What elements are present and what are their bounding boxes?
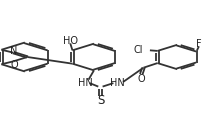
Text: F: F <box>196 38 202 48</box>
Text: S: S <box>97 93 104 106</box>
Text: HO: HO <box>63 36 78 46</box>
Text: O: O <box>137 73 145 83</box>
Text: N: N <box>10 45 17 55</box>
Text: Cl: Cl <box>134 45 143 55</box>
Text: HN: HN <box>78 77 93 87</box>
Text: O: O <box>11 60 18 70</box>
Text: HN: HN <box>110 77 125 87</box>
